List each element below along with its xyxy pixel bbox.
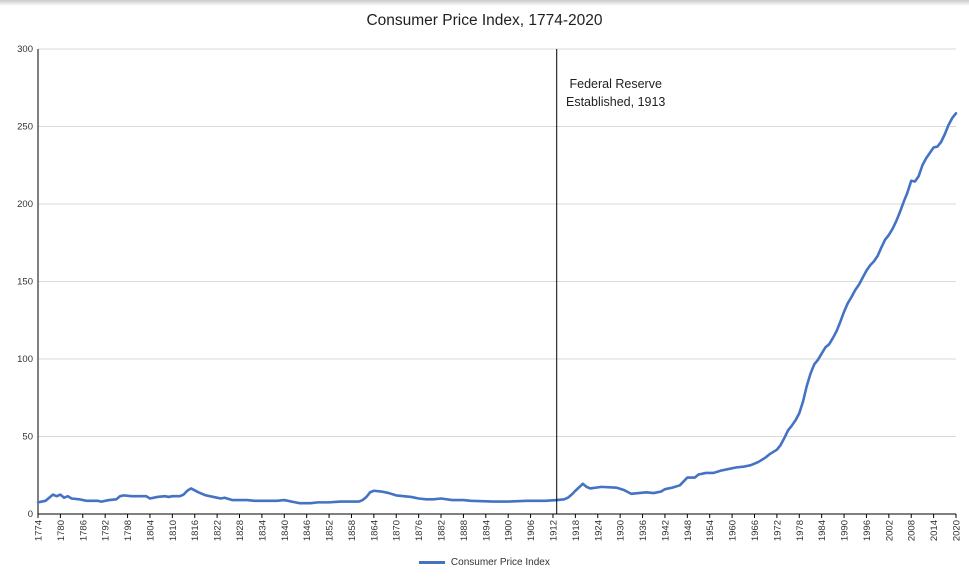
x-tick-label: 2014 [929,520,940,541]
x-tick-label: 1930 [616,520,627,541]
x-tick-label: 1948 [683,520,694,541]
y-tick-label: 150 [17,277,33,288]
chart-title: Consumer Price Index, 1774-2020 [366,12,603,29]
x-tick-label: 1984 [817,520,828,541]
x-tick-label: 1888 [459,520,470,541]
x-tick-label: 1966 [750,520,761,541]
x-tick-label: 1918 [571,520,582,541]
x-tick-label: 1942 [660,520,671,541]
axes: 0 50 100 150 200 250 300 1774 1780 1786 1792 1798 18… [17,44,962,541]
x-tick-label: 1798 [123,520,134,541]
x-tick-label: 1900 [504,520,515,541]
x-tick-label: 1804 [145,520,156,541]
legend-label: Consumer Price Index [450,557,550,568]
x-tick-label: 1822 [213,520,224,541]
y-tick-label: 250 [17,122,33,133]
annotation-layer: Federal Reserve Established, 1913 [556,49,665,514]
x-tick-label: 1936 [638,520,649,541]
x-tick-label: 2002 [884,520,895,541]
federal-reserve-annotation: Federal Reserve [570,77,662,91]
x-tick-label: 1870 [392,520,403,541]
x-tick-label: 1894 [481,520,492,541]
federal-reserve-annotation: Established, 1913 [566,95,665,109]
x-tick-label: 1876 [414,520,425,541]
x-tick-label: 1774 [34,520,45,541]
x-tick-label: 1924 [593,520,604,541]
legend: Consumer Price Index [0,557,969,568]
x-tick-label: 1792 [101,520,112,541]
x-tick-label: 1816 [190,520,201,541]
x-tick-label: 1786 [78,520,89,541]
gridlines [38,48,956,437]
y-tick-label: 100 [17,354,33,365]
x-tick-label: 1990 [840,520,851,541]
x-tick-label: 1780 [56,520,67,541]
x-tick-label: 1882 [437,520,448,541]
legend-swatch [419,560,446,564]
x-tick-label: 1972 [772,520,783,541]
x-tick-label: 2008 [907,520,918,541]
window-top-shadow [0,0,969,6]
x-tick-label: 1912 [548,520,559,541]
series-layer [36,112,958,505]
x-tick-label: 1864 [369,520,380,541]
x-tick-label: 1858 [347,520,358,541]
y-tick-label: 200 [17,199,33,210]
x-tick-label: 1840 [280,520,291,541]
y-tick-label: 0 [28,509,33,520]
x-tick-label: 1828 [235,520,246,541]
x-tick-label: 2020 [952,520,963,541]
x-tick-label: 1852 [325,520,336,541]
x-tick-label: 1906 [526,520,537,541]
x-tick-label: 1960 [728,520,739,541]
x-tick-label: 1846 [302,520,313,541]
x-tick-label: 1996 [862,520,873,541]
x-tick-label: 1834 [257,520,268,541]
x-tick-label: 1978 [795,520,806,541]
cpi-series-line [36,112,958,505]
x-tick-label: 1954 [705,520,716,541]
x-tick-label: 1810 [168,520,179,541]
y-tick-label: 300 [17,44,33,55]
y-tick-label: 50 [22,432,33,443]
